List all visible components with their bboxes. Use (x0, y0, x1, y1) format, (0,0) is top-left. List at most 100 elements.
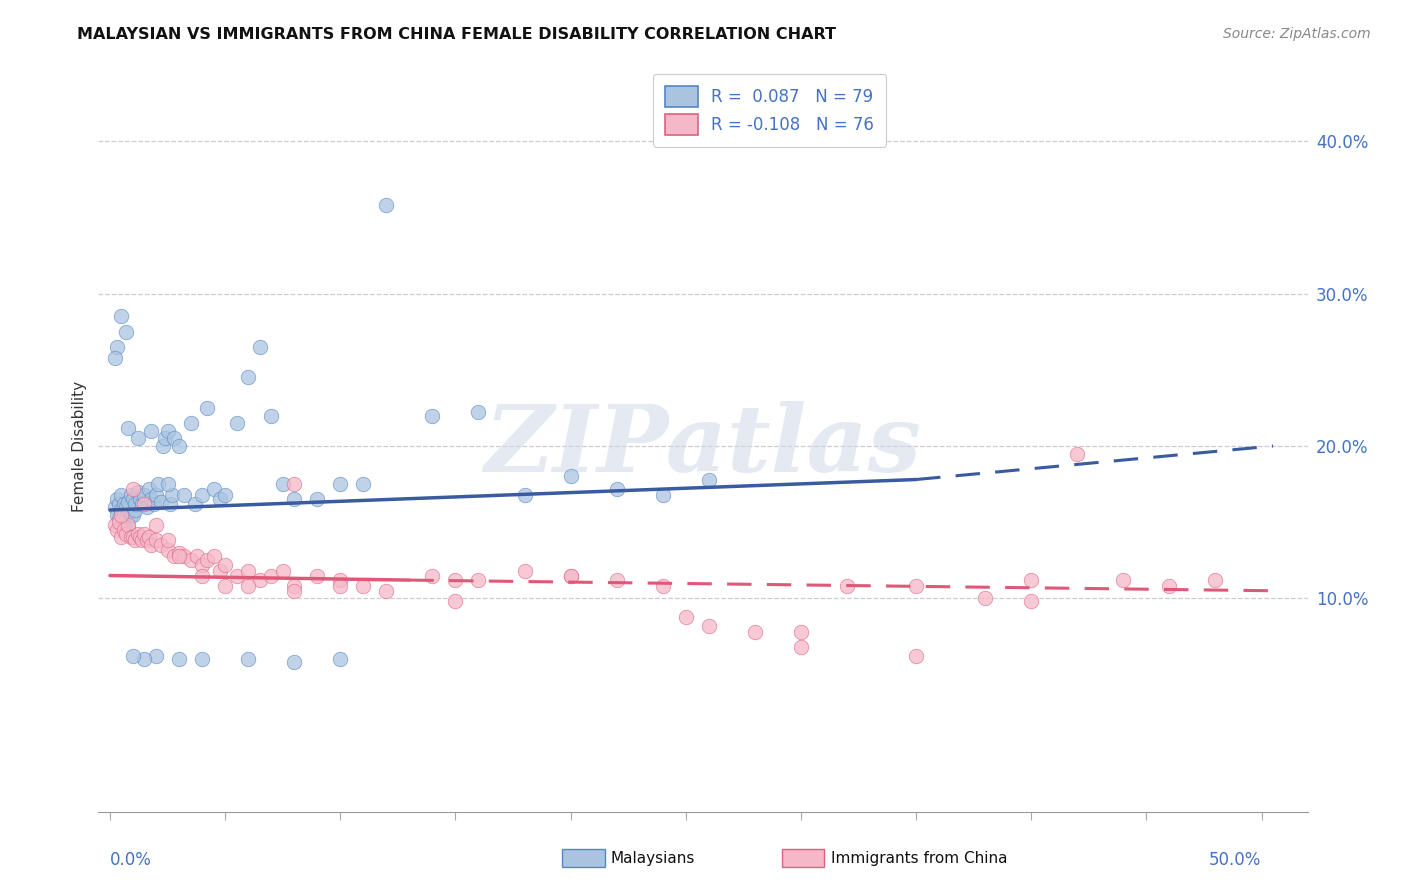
Point (214, 579, 236, 593)
Point (110, 503, 132, 517)
Point (209, 564, 232, 578)
Point (127, 527, 149, 541)
Point (120, 530, 142, 544)
Point (271, 477, 294, 491)
Point (249, 573, 271, 587)
Point (122, 482, 145, 496)
Point (214, 558, 236, 572)
Point (108, 515, 131, 529)
Point (375, 198, 398, 212)
Text: 0.0%: 0.0% (110, 851, 152, 869)
Point (271, 564, 294, 578)
Point (329, 477, 352, 491)
Point (209, 492, 232, 507)
Point (112, 508, 135, 522)
Point (444, 594, 467, 608)
Point (513, 564, 536, 578)
Point (163, 549, 186, 563)
Point (697, 619, 720, 633)
Point (105, 508, 128, 522)
Point (191, 568, 214, 582)
Text: 50.0%: 50.0% (1209, 851, 1261, 869)
Point (131, 533, 153, 548)
Point (606, 482, 628, 496)
Point (186, 549, 208, 563)
Point (117, 520, 139, 534)
Point (260, 568, 283, 582)
Point (149, 538, 172, 552)
Point (110, 518, 132, 533)
Point (422, 409, 444, 423)
Point (152, 439, 174, 453)
Point (697, 473, 720, 487)
Y-axis label: Female Disability: Female Disability (72, 380, 87, 512)
Point (141, 538, 163, 552)
Point (283, 656, 305, 670)
Point (138, 530, 160, 544)
Point (105, 523, 128, 537)
Point (195, 553, 218, 567)
Point (131, 497, 153, 511)
Point (467, 573, 489, 587)
Text: Source: ZipAtlas.com: Source: ZipAtlas.com (1223, 27, 1371, 41)
Point (112, 497, 135, 511)
Point (103, 518, 125, 533)
Point (134, 527, 156, 541)
Point (651, 488, 673, 502)
Point (236, 564, 259, 578)
Point (128, 492, 150, 507)
Point (145, 488, 167, 502)
Point (124, 503, 146, 517)
Point (1204, 573, 1226, 587)
Point (163, 431, 186, 445)
Point (127, 431, 149, 445)
Point (560, 469, 582, 483)
Point (103, 500, 125, 514)
Point (974, 591, 997, 606)
Point (375, 583, 398, 598)
Point (155, 431, 177, 445)
Text: ZIPatlas: ZIPatlas (485, 401, 921, 491)
Point (110, 530, 132, 544)
Point (122, 530, 145, 544)
Point (156, 542, 179, 557)
Point (329, 579, 352, 593)
Point (675, 609, 697, 624)
Point (260, 409, 283, 423)
Point (236, 579, 259, 593)
Point (156, 533, 179, 548)
Point (283, 583, 305, 598)
Point (127, 484, 149, 499)
Point (1019, 594, 1042, 608)
Point (115, 515, 138, 529)
Point (124, 533, 146, 548)
Point (173, 549, 195, 563)
Point (606, 573, 628, 587)
Point (191, 558, 214, 572)
Point (195, 401, 218, 415)
Point (145, 518, 167, 533)
Point (134, 497, 156, 511)
Point (149, 495, 172, 509)
Point (117, 518, 139, 533)
Point (145, 533, 167, 548)
Point (142, 497, 165, 511)
Point (173, 488, 195, 502)
Point (560, 568, 582, 582)
Point (115, 325, 138, 339)
Point (191, 652, 214, 666)
Point (122, 508, 145, 522)
Point (1019, 573, 1042, 587)
Point (108, 497, 131, 511)
Point (513, 488, 536, 502)
Point (117, 495, 139, 509)
Point (214, 488, 236, 502)
Point (225, 568, 247, 582)
Point (167, 549, 190, 563)
Point (110, 488, 132, 502)
Point (115, 527, 138, 541)
Point (352, 477, 374, 491)
Point (105, 340, 128, 354)
Point (202, 549, 225, 563)
Point (790, 624, 813, 639)
